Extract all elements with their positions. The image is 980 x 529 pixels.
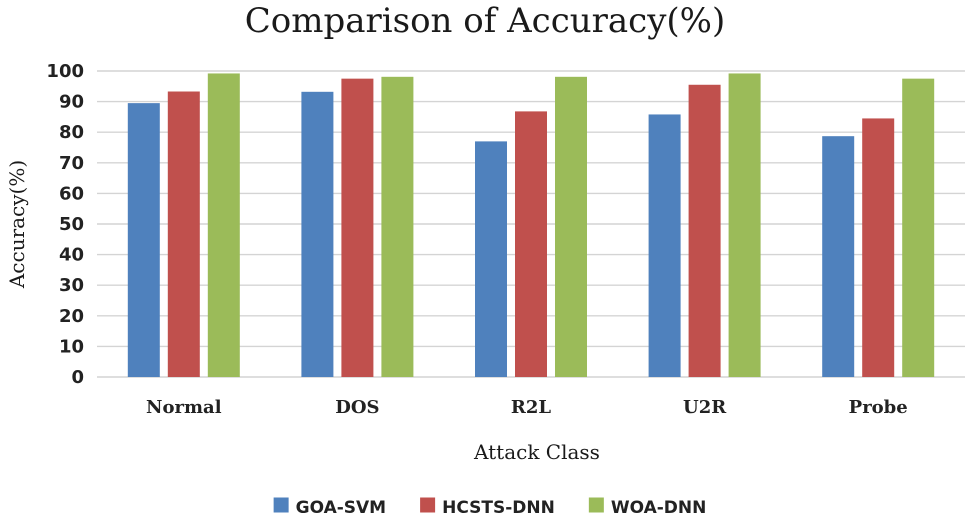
bar-hcsts-dnn-probe (862, 118, 895, 378)
x-category-label: U2R (683, 397, 727, 418)
y-tick-label: 20 (59, 306, 84, 327)
x-category-label: R2L (511, 397, 551, 418)
legend-label: HCSTS-DNN (442, 498, 555, 518)
bar-woa-dnn-dos (381, 76, 414, 378)
y-tick-label: 30 (59, 275, 84, 296)
y-tick-label: 90 (59, 92, 84, 113)
y-axis-title: Accuracy(%) (5, 160, 29, 289)
y-tick-label: 100 (46, 61, 84, 82)
legend: GOA-SVM HCSTS-DNN WOA-DNN (273, 497, 707, 518)
legend-swatch-goa-svm (273, 497, 289, 513)
legend-label: WOA-DNN (611, 498, 707, 518)
bar-goa-svm-probe (822, 136, 855, 377)
chart-title: Comparison of Accuracy(%) (245, 1, 726, 41)
bar-goa-svm-u2r (648, 114, 681, 378)
y-tick-label: 50 (59, 214, 84, 235)
x-category-label: Probe (849, 397, 908, 418)
bar-hcsts-dnn-u2r (688, 84, 721, 378)
y-axis-ticks: 0 10 20 30 40 50 60 70 80 90 100 (46, 61, 84, 388)
bar-goa-svm-r2l (475, 141, 507, 377)
bar-woa-dnn-probe (902, 78, 935, 378)
y-tick-label: 60 (59, 183, 84, 204)
bar-hcsts-dnn-dos (341, 78, 374, 378)
legend-label: GOA-SVM (296, 498, 386, 518)
bar-woa-dnn-r2l (555, 76, 587, 378)
bar-woa-dnn-u2r (728, 73, 761, 377)
bar-goa-svm-normal (127, 103, 160, 377)
x-axis-categories: Normal DOS R2L U2R Probe (146, 397, 908, 418)
y-tick-label: 0 (71, 367, 84, 388)
y-tick-label: 80 (59, 122, 84, 143)
y-tick-label: 10 (59, 336, 84, 357)
y-tick-label: 70 (59, 153, 84, 174)
legend-swatch-hcsts-dnn (420, 497, 436, 513)
bar-hcsts-dnn-r2l (515, 111, 547, 377)
legend-swatch-woa-dnn (588, 497, 604, 513)
bar-woa-dnn-normal (207, 73, 240, 377)
x-category-label: DOS (335, 397, 379, 418)
x-category-label: Normal (146, 397, 222, 418)
bars (127, 73, 935, 378)
y-tick-label: 40 (59, 245, 84, 266)
x-axis-title: Attack Class (473, 440, 600, 464)
bar-goa-svm-dos (301, 91, 334, 378)
bar-hcsts-dnn-normal (167, 91, 200, 377)
